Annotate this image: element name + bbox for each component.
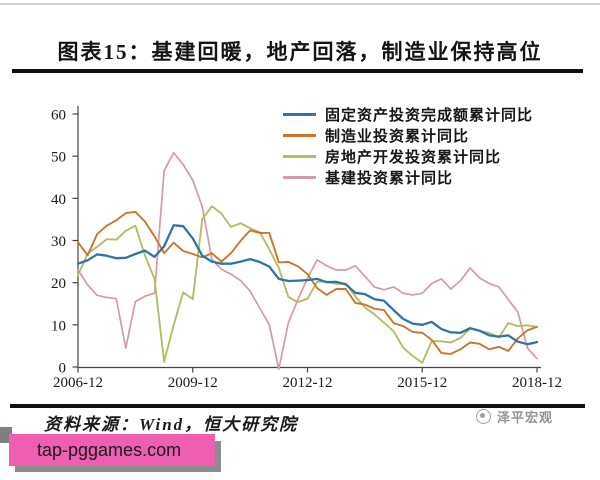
y-axis-tick-label: 60 <box>51 108 66 124</box>
legend-label-infrastructure: 基建投资累计同比 <box>325 171 454 187</box>
y-axis-tick-label: 10 <box>51 318 66 334</box>
y-axis-tick-label: 0 <box>59 361 67 377</box>
legend-label-fixed-asset: 固定资产投资完成额累计同比 <box>325 108 534 124</box>
top-border-line <box>0 3 600 5</box>
legend-label-real-estate: 房地产开发投资累计同比 <box>325 150 502 166</box>
series-line-2 <box>77 205 538 364</box>
title-divider <box>12 69 583 73</box>
site-link-text: tap-pggames.com <box>37 440 182 460</box>
y-axis-tick-label: 20 <box>51 276 66 292</box>
legend-item-infrastructure: 基建投资累计同比 <box>283 167 533 188</box>
x-axis-tick-label: 2009-12 <box>168 375 218 391</box>
site-link-banner[interactable]: tap-pggames.com <box>9 434 215 466</box>
y-axis-tick-label: 40 <box>51 192 66 208</box>
chart-legend: 固定资产投资完成额累计同比 制造业投资累计同比 房地产开发投资累计同比 基建投资… <box>283 104 533 188</box>
legend-swatch-manufacturing <box>283 134 316 137</box>
watermark-text: 泽平宏观 <box>497 410 554 425</box>
legend-item-fixed-asset: 固定资产投资完成额累计同比 <box>283 104 533 125</box>
y-axis-tick-label: 50 <box>51 150 66 166</box>
legend-label-manufacturing: 制造业投资累计同比 <box>325 129 470 145</box>
source-note: 资料来源：Wind，恒大研究院 <box>44 415 299 434</box>
series-line-1 <box>77 210 538 355</box>
watermark-logo-icon <box>476 409 491 424</box>
y-axis-tick-label: 30 <box>51 234 66 250</box>
watermark: 泽平宏观 <box>476 407 553 426</box>
bottom-divider <box>10 404 585 408</box>
series-line-3 <box>77 151 538 370</box>
chart-title: 图表15：基建回暖，地产回落，制造业保持高位 <box>57 40 543 64</box>
legend-swatch-infrastructure <box>283 176 316 179</box>
x-axis-tick-label: 2018-12 <box>512 375 562 391</box>
legend-swatch-real-estate <box>283 155 316 158</box>
series-line-0 <box>76 224 539 346</box>
x-axis-tick-label: 2006-12 <box>53 375 103 391</box>
x-axis-tick-label: 2012-12 <box>283 375 333 391</box>
legend-item-manufacturing: 制造业投资累计同比 <box>283 125 533 146</box>
legend-swatch-fixed-asset <box>283 113 316 116</box>
legend-item-real-estate: 房地产开发投资累计同比 <box>283 146 533 167</box>
x-axis-tick-label: 2015-12 <box>397 375 447 391</box>
